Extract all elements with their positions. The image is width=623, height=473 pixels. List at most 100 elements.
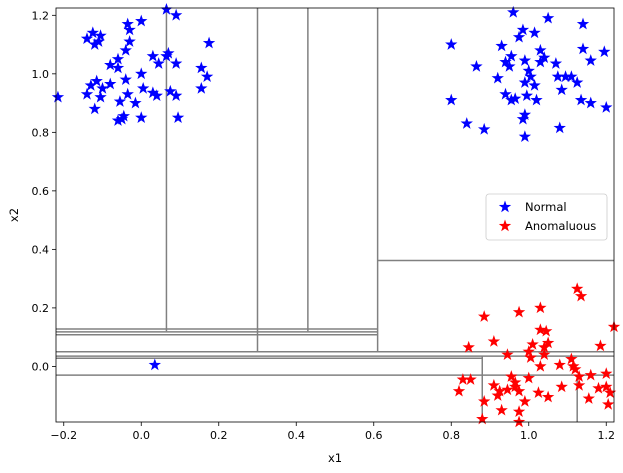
x-tick-label: 1.0 [520, 429, 538, 442]
y-tick-label: 0.4 [32, 243, 50, 256]
legend-label-normal: Normal [525, 200, 567, 214]
point-normal-22 [195, 61, 208, 74]
point-normal-76 [518, 76, 532, 88]
y-tick-label: 1.0 [32, 68, 50, 81]
point-normal-32 [195, 81, 208, 94]
point-normal-7 [80, 32, 94, 44]
x-axis-ticks: −0.2 0.0 0.2 0.4 0.6 0.8 1.0 1.2 [50, 422, 615, 442]
point-anomaluous-40 [452, 384, 466, 397]
point-normal-73 [565, 70, 578, 83]
point-anomaluous-52 [512, 415, 526, 428]
point-anomaluous-11 [462, 340, 475, 353]
point-anomaluous-38 [501, 383, 514, 396]
point-anomaluous-27 [522, 371, 535, 384]
y-tick-label: 0.6 [32, 185, 50, 198]
point-normal-53 [495, 39, 508, 52]
point-normal-3 [121, 17, 134, 30]
point-normal-72 [559, 70, 572, 83]
x-tick-label: 0.8 [443, 429, 461, 442]
plot-frame [55, 7, 615, 423]
legend-marker-anomaluous [498, 219, 512, 232]
y-tick-label: 0.8 [32, 126, 50, 139]
point-anomaluous-39 [512, 384, 526, 397]
point-anomaluous-15 [538, 348, 551, 360]
point-normal-9 [88, 38, 101, 50]
point-normal-86 [600, 100, 613, 113]
point-normal-91 [478, 122, 491, 135]
legend: Normal Anomaluous [485, 193, 608, 241]
point-normal-52 [445, 38, 458, 50]
point-anomaluous-3 [512, 305, 526, 318]
point-normal-75 [528, 79, 541, 91]
point-normal-87 [518, 108, 532, 121]
point-anomaluous-23 [600, 367, 613, 379]
point-normal-88 [516, 112, 530, 125]
point-anomaluous-28 [456, 373, 470, 385]
point-normal-85 [584, 96, 597, 109]
point-normal-0 [51, 90, 65, 103]
point-anomaluous-4 [478, 310, 491, 322]
point-normal-27 [104, 77, 117, 90]
point-anomaluous-51 [476, 412, 489, 425]
point-normal-15 [162, 46, 175, 59]
point-normal-55 [528, 26, 541, 39]
point-normal-63 [534, 55, 547, 68]
point-anomaluous-45 [582, 392, 595, 404]
point-normal-66 [470, 60, 483, 72]
point-normal-59 [538, 51, 551, 63]
point-anomaluous-13 [594, 339, 607, 352]
x-tick-label: 1.2 [598, 429, 616, 442]
point-normal-51 [516, 23, 530, 36]
x-tick-label: 0.0 [133, 429, 151, 442]
point-normal-40 [129, 96, 142, 109]
point-normal-16 [160, 49, 173, 62]
point-anomaluous-21 [553, 358, 566, 371]
point-anomaluous-25 [572, 370, 586, 382]
point-anomaluous-43 [491, 389, 504, 401]
legend-marker-normal [498, 200, 512, 213]
point-normal-13 [119, 43, 132, 56]
point-normal-39 [113, 95, 127, 107]
legend-star-anomaluous [498, 219, 512, 232]
point-normal-20 [152, 57, 165, 69]
point-anomaluous-32 [487, 378, 501, 391]
point-normal-34 [94, 90, 107, 103]
point-normal-19 [111, 61, 125, 74]
point-normal-45 [135, 111, 148, 123]
point-normal-4 [123, 23, 136, 36]
point-normal-18 [104, 58, 117, 71]
point-anomaluous-31 [509, 380, 522, 393]
point-anomaluous-42 [532, 386, 545, 398]
point-normal-11 [123, 35, 136, 47]
point-normal-48 [507, 5, 520, 18]
point-normal-80 [505, 93, 518, 106]
point-normal-2 [169, 8, 183, 21]
point-normal-89 [460, 117, 473, 129]
y-tick-label: 1.2 [32, 9, 50, 22]
x-tick-label: 0.4 [288, 429, 306, 442]
point-normal-67 [503, 60, 516, 72]
y-axis-ticks: 0.0 0.2 0.4 0.6 0.8 1.0 1.2 [32, 9, 56, 373]
point-normal-29 [84, 79, 98, 91]
y-tick-label: 0.2 [32, 302, 50, 315]
point-anomaluous-35 [600, 380, 613, 393]
point-normal-12 [202, 36, 216, 49]
point-normal-31 [137, 81, 150, 94]
point-normal-68 [522, 64, 535, 77]
point-normal-54 [512, 30, 526, 43]
point-normal-58 [598, 45, 611, 58]
point-normal-81 [520, 89, 533, 102]
point-anomaluous-0 [571, 282, 584, 295]
point-normal-92 [518, 130, 532, 142]
point-normal-6 [86, 26, 99, 39]
point-anomaluous-6 [534, 323, 547, 336]
point-normal-8 [94, 29, 107, 42]
point-normal-43 [115, 112, 129, 125]
point-anomaluous-8 [541, 336, 555, 349]
point-anomaluous-47 [518, 395, 532, 407]
point-normal-70 [491, 71, 504, 84]
point-normal-17 [111, 52, 125, 65]
point-normal-21 [169, 57, 183, 69]
point-anomaluous-22 [569, 362, 582, 375]
